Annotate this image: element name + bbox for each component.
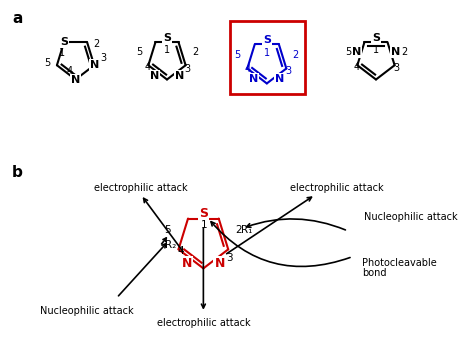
Text: 1: 1 [201,220,208,230]
Text: Nucleophilic attack: Nucleophilic attack [40,306,134,316]
Text: S: S [263,35,271,45]
Text: bond: bond [362,268,386,278]
Text: 5: 5 [45,58,51,68]
Text: N: N [175,70,184,81]
Text: electrophilic attack: electrophilic attack [94,183,188,193]
Text: 1: 1 [373,45,379,55]
Text: 4: 4 [67,66,73,76]
Text: N: N [352,48,361,57]
Text: 2: 2 [401,48,407,57]
Text: N: N [90,60,99,70]
FancyBboxPatch shape [230,22,305,94]
Text: S: S [199,207,208,220]
Text: 4: 4 [177,246,184,256]
Text: S: S [60,37,68,47]
Text: S: S [163,33,171,43]
Text: N: N [275,74,284,84]
Text: N: N [249,74,258,84]
Text: a: a [12,11,22,26]
Text: Photocleavable: Photocleavable [362,259,437,268]
Text: Nucleophilic attack: Nucleophilic attack [364,212,457,222]
Text: 2: 2 [292,50,299,60]
Text: 3: 3 [393,63,399,73]
Text: R₂: R₂ [165,240,177,250]
Text: b: b [12,165,23,180]
Text: electrophilic attack: electrophilic attack [156,318,250,328]
Text: S: S [372,33,380,43]
Text: 3: 3 [285,66,292,77]
Text: 4: 4 [145,62,151,72]
Text: 4: 4 [244,65,250,75]
Text: N: N [214,256,225,269]
Text: 5: 5 [164,225,171,235]
Text: 5: 5 [136,48,142,57]
Text: 5: 5 [234,50,240,60]
Text: N: N [150,70,159,81]
Text: 1: 1 [59,48,65,58]
Text: N: N [391,48,400,57]
Text: 1: 1 [264,48,270,58]
Text: 5: 5 [345,48,351,57]
Text: R₁: R₁ [241,225,253,235]
Text: 2: 2 [235,225,242,235]
Text: 2: 2 [192,48,198,57]
Text: 3: 3 [227,253,233,263]
Text: N: N [71,75,80,84]
Text: 3: 3 [184,64,190,74]
Text: 2: 2 [93,39,100,49]
Text: 1: 1 [164,45,170,55]
Text: 3: 3 [100,53,107,63]
Text: 4: 4 [354,62,360,72]
Text: electrophilic attack: electrophilic attack [290,183,383,193]
Text: N: N [182,256,192,269]
